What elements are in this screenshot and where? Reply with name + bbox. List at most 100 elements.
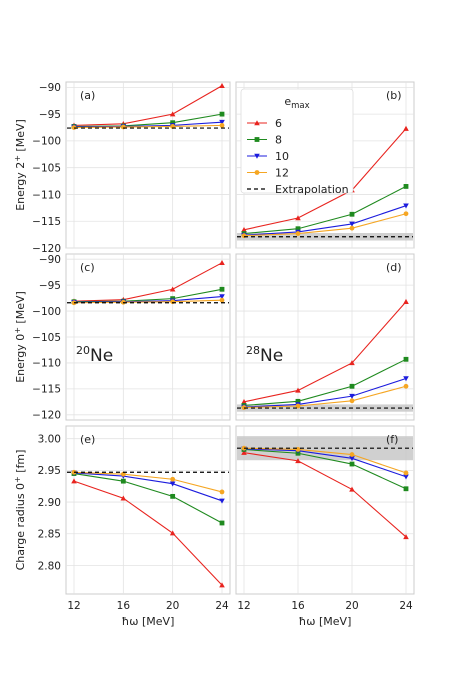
panel-label: (e) bbox=[80, 433, 95, 446]
y-axis-label: Energy 0+ [MeV] bbox=[13, 291, 27, 383]
legend-label: 8 bbox=[275, 134, 282, 147]
data-point-emax-10 bbox=[219, 119, 225, 125]
y-axis-label-unit: [MeV] bbox=[14, 291, 27, 327]
legend-title-base: e bbox=[284, 95, 291, 108]
y-tick-label: −100 bbox=[32, 136, 61, 148]
panel-d: (d) bbox=[235, 253, 415, 421]
series-line-emax-12 bbox=[243, 447, 407, 474]
data-point-emax-8 bbox=[349, 461, 355, 467]
nucleus-symbol: Ne bbox=[90, 346, 113, 366]
data-point-emax-10 bbox=[169, 481, 176, 487]
data-point-emax-8 bbox=[219, 520, 225, 526]
y-tick-label: 2.80 bbox=[38, 560, 61, 572]
data-point-emax-8 bbox=[170, 493, 176, 499]
data-point-emax-6 bbox=[349, 360, 355, 366]
y-tick-label: 2.85 bbox=[38, 529, 61, 541]
x-tick-label: 20 bbox=[345, 600, 358, 612]
data-point-emax-6 bbox=[219, 82, 225, 88]
data-point-emax-10 bbox=[349, 393, 355, 399]
data-point-emax-12 bbox=[403, 211, 409, 217]
y-tick-label: −95 bbox=[39, 109, 61, 121]
nucleus-symbol: Ne bbox=[260, 346, 283, 366]
legend-marker-emax-8 bbox=[254, 137, 260, 142]
y-tick-label: −110 bbox=[32, 358, 61, 370]
y-axis-label: Energy 2+ [MeV] bbox=[13, 119, 27, 211]
series-line-emax-10 bbox=[243, 377, 407, 408]
legend-title: emax bbox=[284, 95, 309, 111]
x-tick-label: 24 bbox=[215, 600, 229, 612]
data-point-emax-12 bbox=[349, 398, 355, 404]
y-axis-label: Charge radius 0+ [fm] bbox=[13, 450, 27, 571]
y-tick-label: −120 bbox=[32, 243, 61, 255]
series-line-emax-8 bbox=[73, 473, 223, 524]
data-point-emax-10 bbox=[219, 498, 225, 504]
x-tick-label: 12 bbox=[237, 600, 250, 612]
series-line-emax-6 bbox=[73, 262, 223, 302]
data-point-emax-6 bbox=[403, 125, 409, 131]
y-axis-label-base: Energy 2 bbox=[14, 162, 27, 211]
y-tick-label: −115 bbox=[32, 216, 61, 228]
y-tick-label: −90 bbox=[39, 82, 61, 94]
legend-label: 6 bbox=[275, 117, 282, 130]
y-axis-label-sup: + bbox=[13, 155, 22, 162]
y-tick-label: −110 bbox=[32, 189, 61, 201]
data-point-emax-6 bbox=[219, 582, 225, 588]
data-point-emax-8 bbox=[349, 211, 355, 217]
y-tick-label: 2.95 bbox=[38, 465, 61, 477]
y-tick-label: −100 bbox=[32, 306, 61, 318]
data-point-emax-6 bbox=[169, 530, 176, 536]
series-line-emax-6 bbox=[243, 128, 407, 231]
data-point-emax-10 bbox=[403, 376, 409, 382]
legend-marker-emax-12 bbox=[254, 170, 260, 175]
x-tick-label: 16 bbox=[117, 600, 131, 612]
panel-a: (a) −90 −95 −100 −105 −110 −115 −120 bbox=[32, 81, 231, 255]
y-axis-label-base: Energy 0 bbox=[14, 334, 27, 383]
nucleus-mass-number: 20 bbox=[76, 344, 90, 357]
data-point-emax-10 bbox=[403, 203, 409, 209]
data-point-emax-6 bbox=[120, 495, 127, 501]
series-line-emax-8 bbox=[243, 358, 407, 407]
data-point-emax-8 bbox=[403, 486, 409, 492]
data-point-emax-8 bbox=[349, 383, 355, 389]
legend-title-sub: max bbox=[291, 101, 310, 111]
data-point-emax-6 bbox=[169, 111, 176, 117]
data-point-emax-10 bbox=[349, 221, 355, 227]
data-point-emax-10 bbox=[403, 474, 409, 480]
y-axis-label-sup: + bbox=[13, 476, 22, 483]
legend-marker-emax-10 bbox=[254, 153, 260, 159]
x-tick-label: 12 bbox=[67, 600, 80, 612]
data-point-emax-10 bbox=[219, 294, 225, 300]
series-line-emax-10 bbox=[243, 448, 407, 478]
series-line-emax-6 bbox=[243, 452, 407, 538]
data-point-emax-6 bbox=[403, 534, 409, 540]
data-point-emax-12 bbox=[295, 231, 301, 236]
y-tick-label: −95 bbox=[39, 280, 61, 292]
data-point-emax-6 bbox=[219, 260, 225, 266]
series-line-emax-8 bbox=[243, 185, 407, 235]
data-point-emax-6 bbox=[403, 298, 409, 304]
data-point-emax-8 bbox=[120, 478, 126, 484]
data-point-emax-8 bbox=[403, 356, 409, 362]
y-axis-label-unit: [fm] bbox=[14, 450, 27, 477]
y-tick-label: −90 bbox=[39, 254, 61, 266]
legend-label: 12 bbox=[275, 167, 289, 180]
panel-label: (c) bbox=[80, 261, 95, 274]
x-tick-label: 20 bbox=[166, 600, 179, 612]
data-point-emax-12 bbox=[403, 470, 409, 476]
x-tick-label: 16 bbox=[291, 600, 305, 612]
data-point-emax-6 bbox=[295, 215, 301, 221]
data-point-emax-12 bbox=[219, 489, 225, 495]
panel-frame bbox=[65, 425, 231, 595]
data-point-emax-12 bbox=[403, 383, 409, 389]
data-point-emax-6 bbox=[295, 387, 301, 393]
y-tick-label: −105 bbox=[32, 332, 61, 344]
y-tick-label: 3.00 bbox=[38, 433, 61, 445]
legend-label: Extrapolation bbox=[275, 183, 349, 196]
data-point-emax-12 bbox=[241, 233, 247, 239]
panel-label: (f) bbox=[386, 433, 398, 446]
data-point-emax-12 bbox=[349, 452, 355, 457]
data-point-emax-6 bbox=[295, 458, 301, 464]
data-point-emax-6 bbox=[241, 399, 247, 405]
panel-label: (b) bbox=[386, 89, 402, 102]
